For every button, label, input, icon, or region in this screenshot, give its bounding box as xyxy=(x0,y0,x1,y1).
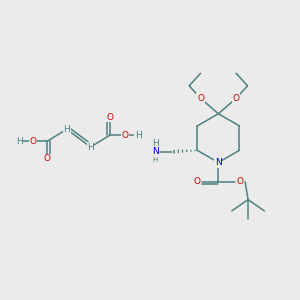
Text: O: O xyxy=(193,177,200,186)
Text: O: O xyxy=(197,94,204,103)
Text: H: H xyxy=(135,130,142,140)
Text: O: O xyxy=(237,177,244,186)
Text: O: O xyxy=(44,154,51,164)
Text: H: H xyxy=(16,136,22,146)
Text: H: H xyxy=(152,157,158,163)
Text: H: H xyxy=(152,139,158,148)
Text: O: O xyxy=(106,113,113,122)
Text: N: N xyxy=(215,158,222,167)
Text: N: N xyxy=(152,147,158,156)
Text: O: O xyxy=(29,136,36,146)
Text: O: O xyxy=(121,130,128,140)
Text: H: H xyxy=(63,125,70,134)
Text: H: H xyxy=(87,142,94,152)
Text: O: O xyxy=(233,94,240,103)
